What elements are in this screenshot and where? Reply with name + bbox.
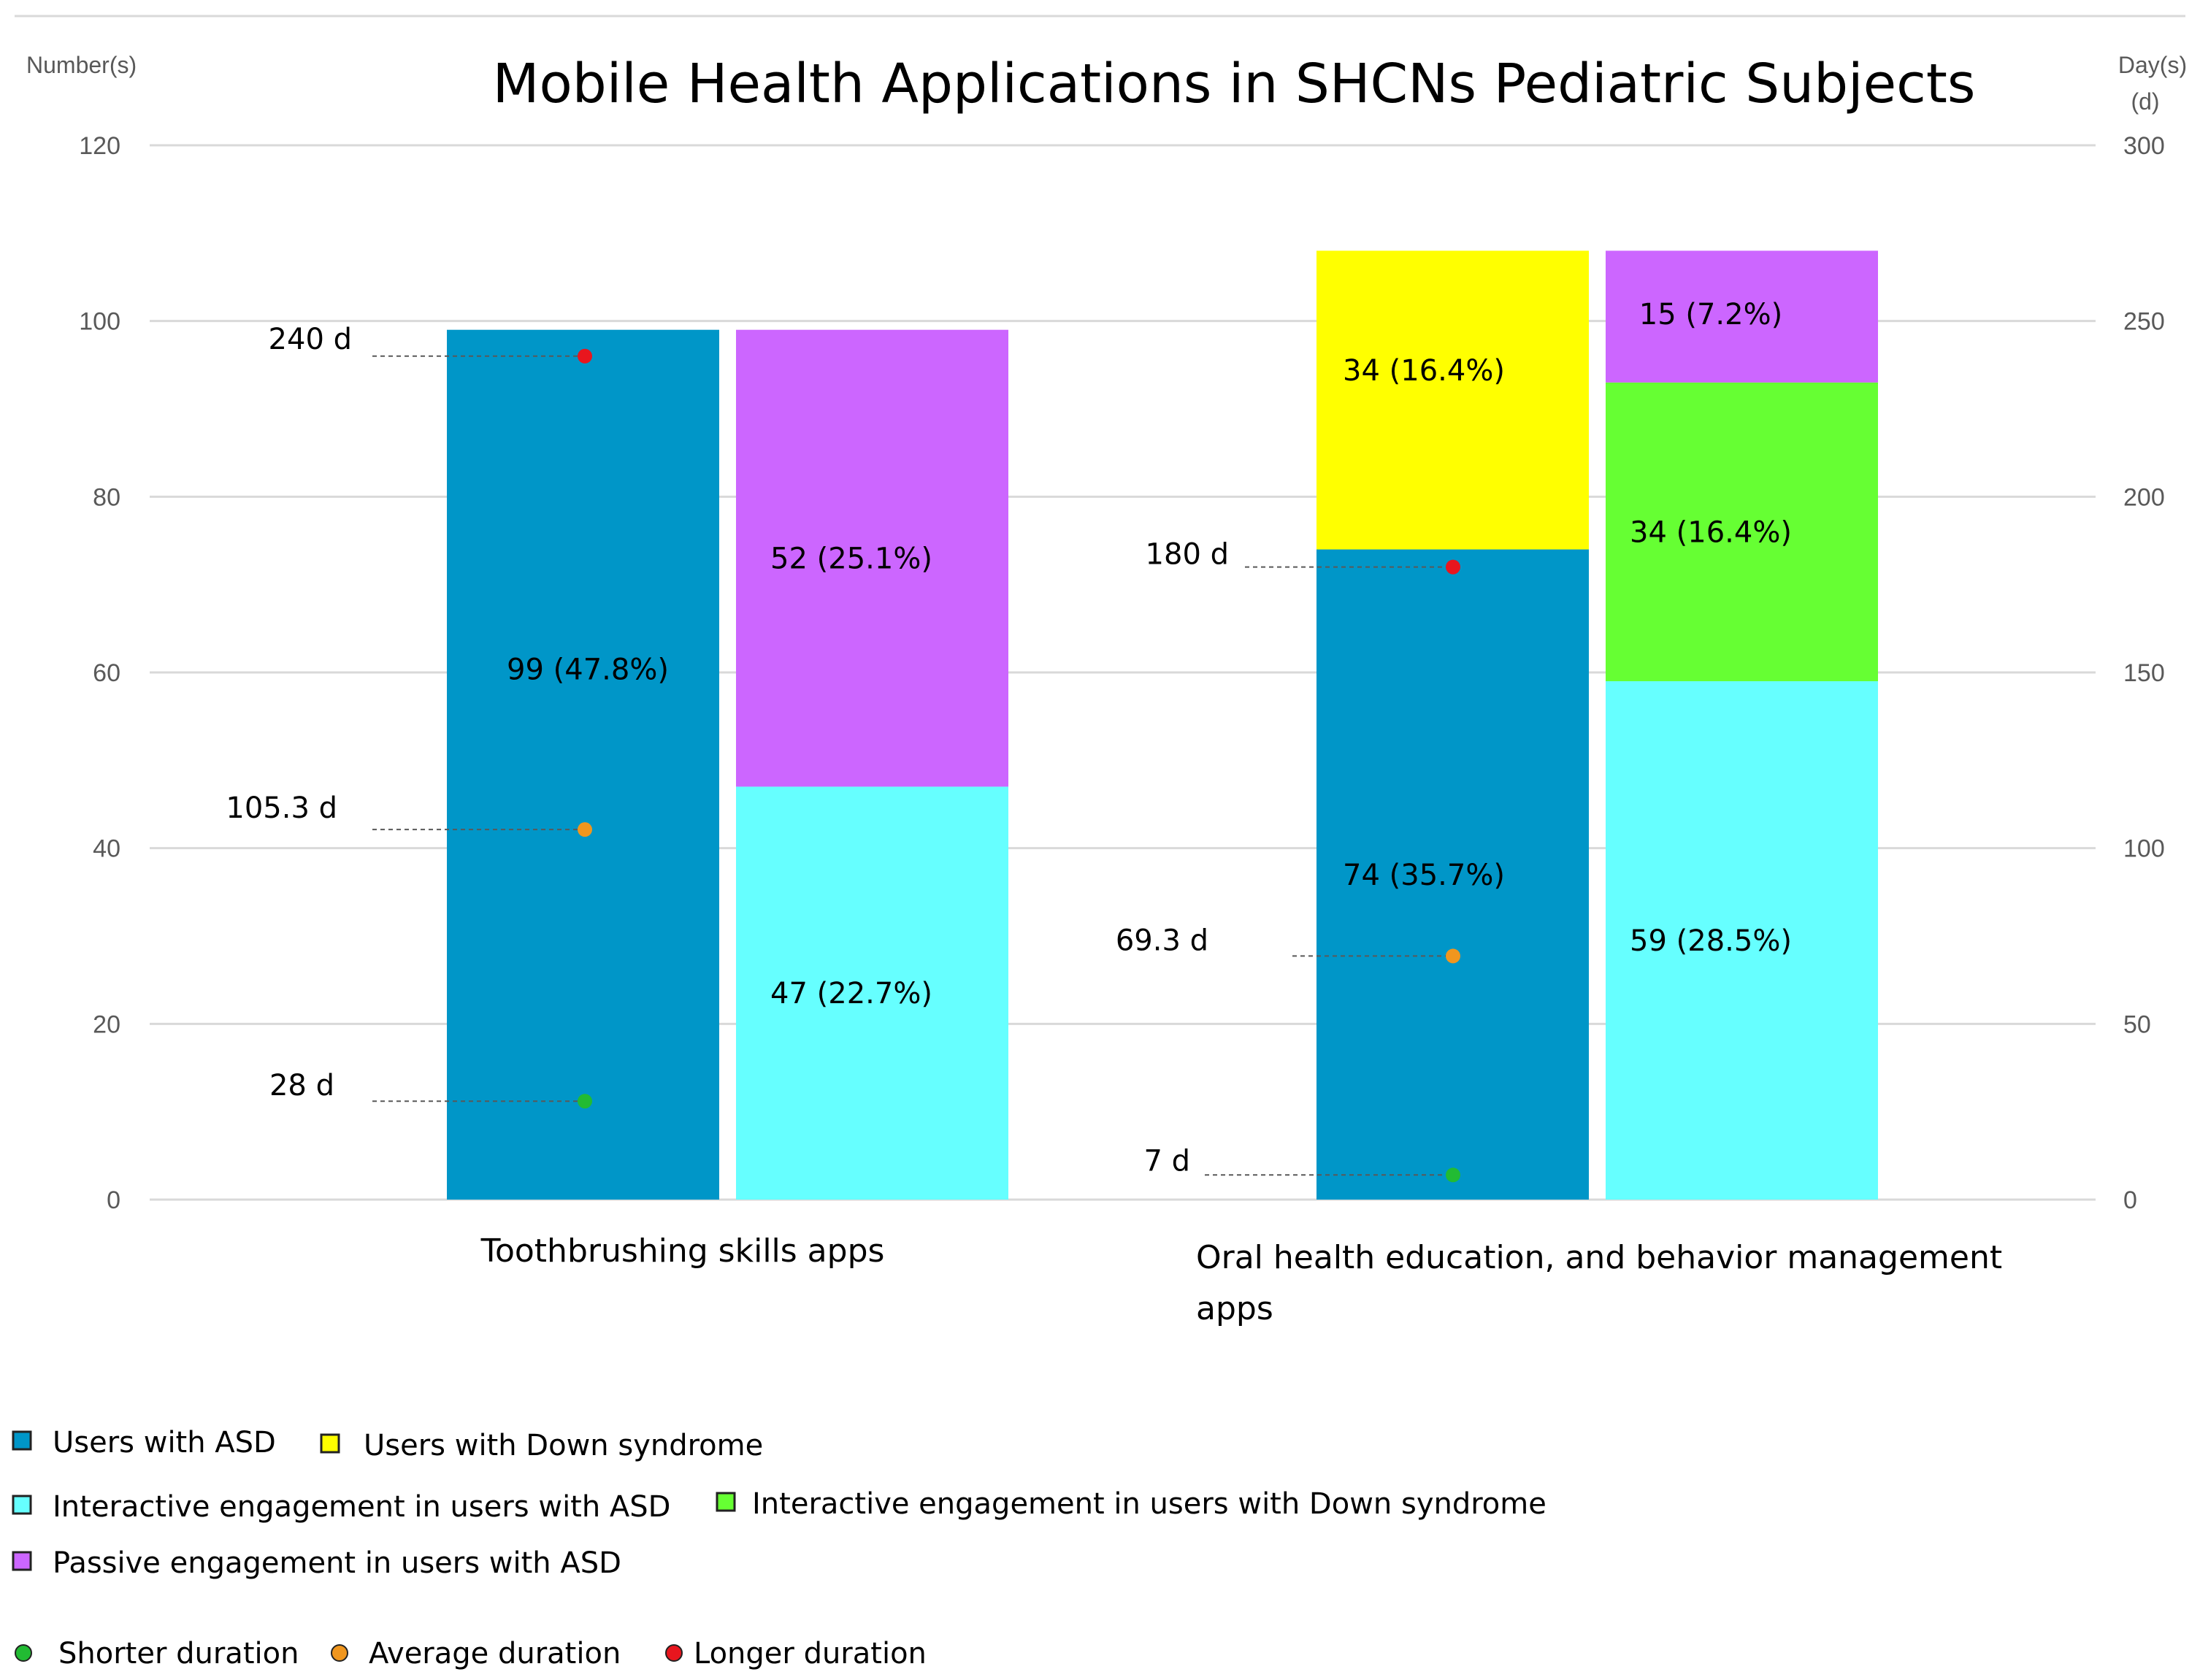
right-tick-label: 0	[2123, 1186, 2137, 1214]
duration-label: 180 d	[1146, 538, 1229, 572]
duration-marker	[1446, 1167, 1460, 1183]
right-tick-label: 250	[2123, 308, 2165, 336]
right-axis-unit: (d)	[2131, 88, 2159, 115]
legend-swatch	[320, 1433, 340, 1454]
bar-segment	[447, 329, 719, 1200]
bar-value-label: 34 (16.4%)	[1343, 354, 1505, 388]
right-axis-ticks: 0 50 100 150 200 250 300	[2123, 132, 2165, 1214]
duration-marker	[578, 348, 592, 364]
duration-marker	[578, 822, 592, 837]
category-label: apps	[1196, 1290, 1273, 1327]
legend-swatch	[12, 1430, 32, 1451]
bar-value-label: 74 (35.7%)	[1343, 859, 1505, 892]
right-axis-label: Day(s)	[2118, 52, 2187, 78]
legend-marker	[665, 1644, 683, 1662]
legend-swatch	[12, 1551, 32, 1571]
right-tick-label: 150	[2123, 659, 2165, 687]
left-tick-label: 100	[79, 308, 120, 336]
left-tick-label: 80	[93, 483, 120, 511]
duration-markers: 240 d 105.3 d 28 d 180 d 69.3 d 7 d	[226, 323, 1460, 1183]
legend-label: Shorter duration	[58, 1637, 299, 1671]
bar-segment	[1606, 250, 1878, 383]
left-axis-label: Number(s)	[26, 52, 137, 78]
right-tick-label: 100	[2123, 835, 2165, 863]
category-label: Toothbrushing skills apps	[480, 1232, 885, 1270]
right-tick-label: 200	[2123, 483, 2165, 511]
left-tick-label: 40	[93, 835, 120, 863]
legend-swatch	[12, 1495, 32, 1515]
left-tick-label: 0	[107, 1186, 120, 1214]
bars: 99 (47.8%) 47 (22.7%) 52 (25.1%) 74 (35.7%)…	[447, 250, 1878, 1200]
legend-marker	[331, 1644, 348, 1662]
left-axis-ticks: 0 20 40 60 80 100 120	[79, 132, 120, 1214]
legend: Users with ASD Users with Down syndrome In…	[12, 1426, 1546, 1671]
legend-label: Interactive engagement in users with Dow…	[752, 1487, 1546, 1521]
left-tick-label: 20	[93, 1010, 120, 1038]
legend-label: Users with ASD	[53, 1426, 276, 1460]
legend-label: Longer duration	[694, 1637, 927, 1671]
duration-label: 7 d	[1143, 1144, 1190, 1178]
legend-swatch	[716, 1492, 736, 1512]
bar-segment	[1316, 250, 1589, 550]
duration-marker	[1446, 948, 1460, 964]
chart-title: Mobile Health Applications in SHCNs Pedi…	[493, 53, 1976, 115]
duration-marker	[578, 1094, 592, 1109]
duration-marker	[1446, 559, 1460, 575]
bar-value-label: 34 (16.4%)	[1630, 515, 1792, 549]
bar-segment	[1606, 681, 1878, 1200]
bar-value-label: 99 (47.8%)	[507, 653, 669, 686]
legend-marker	[15, 1644, 32, 1662]
bar-value-label: 59 (28.5%)	[1630, 924, 1792, 958]
bar-value-label: 47 (22.7%)	[770, 977, 932, 1010]
left-tick-label: 60	[93, 659, 120, 687]
legend-label: Interactive engagement in users with ASD	[53, 1490, 670, 1524]
bar-value-label: 52 (25.1%)	[770, 542, 932, 576]
right-tick-label: 50	[2123, 1010, 2151, 1038]
category-label: Oral health education, and behavior mana…	[1196, 1239, 2002, 1276]
duration-label: 69.3 d	[1116, 924, 1208, 957]
left-tick-label: 120	[79, 132, 120, 160]
legend-label: Users with Down syndrome	[364, 1429, 763, 1462]
right-tick-label: 300	[2123, 132, 2165, 160]
duration-label: 28 d	[269, 1069, 334, 1102]
bar-segment	[736, 329, 1008, 787]
bar-segment	[1606, 382, 1878, 682]
category-labels: Toothbrushing skills apps Oral health edu…	[480, 1232, 2003, 1327]
legend-label: Average duration	[369, 1637, 621, 1671]
bar-segment	[1316, 549, 1589, 1200]
bar-segment	[736, 786, 1008, 1200]
bar-value-label: 15 (7.2%)	[1639, 298, 1782, 331]
duration-label: 105.3 d	[226, 791, 337, 825]
duration-label: 240 d	[269, 323, 352, 356]
legend-label: Passive engagement in users with ASD	[53, 1546, 621, 1580]
